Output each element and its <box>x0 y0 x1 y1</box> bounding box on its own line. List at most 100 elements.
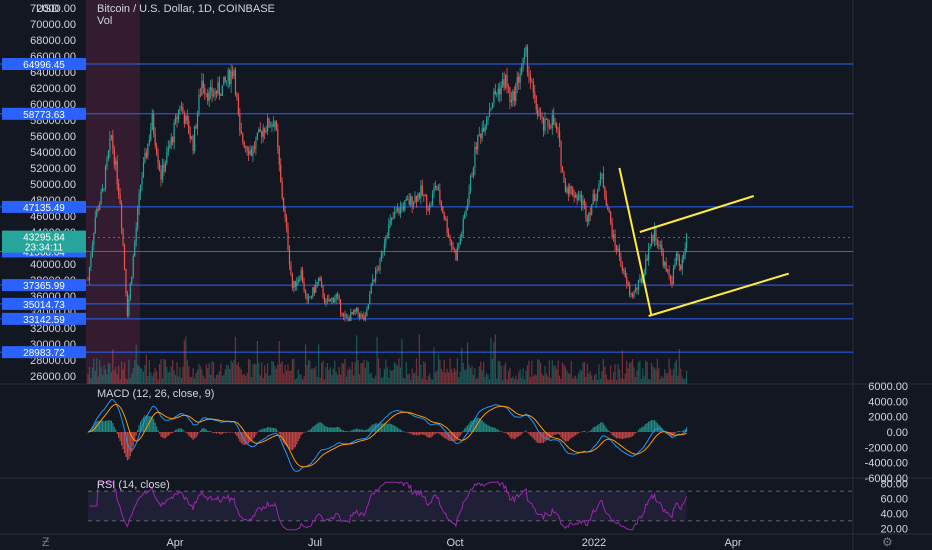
volume-bar <box>415 358 418 384</box>
volume-bar <box>645 360 647 384</box>
macd-histogram-bar <box>337 426 339 432</box>
volume-bar <box>326 363 329 384</box>
volume-bar <box>296 377 298 384</box>
candle-body <box>589 212 591 215</box>
macd-histogram-bar <box>461 432 463 434</box>
macd-histogram-bar <box>668 432 670 436</box>
candle-body <box>567 188 569 194</box>
volume-bar <box>348 367 350 384</box>
volume-bar <box>380 378 383 384</box>
candle-body <box>531 80 533 82</box>
volume-bar <box>404 378 406 384</box>
macd-histogram-bar <box>234 432 237 435</box>
macd-histogram-bar <box>369 427 371 432</box>
candle-body <box>253 146 256 149</box>
volume-bar <box>230 360 232 384</box>
macd-histogram-bar <box>195 432 197 438</box>
macd-histogram-bar <box>138 425 140 432</box>
price-tick-label: 50000.00 <box>30 179 76 191</box>
macd-histogram-bar <box>586 432 588 433</box>
candle-body <box>223 76 225 86</box>
volume-bar <box>319 377 321 384</box>
candle-body <box>569 186 571 194</box>
price-tick-label: 26000.00 <box>30 371 76 383</box>
macd-histogram-bar <box>341 429 343 432</box>
volume-bar <box>126 379 129 384</box>
candle-body <box>452 245 454 250</box>
candle-body <box>500 85 502 95</box>
candle-body <box>191 136 193 139</box>
volume-bar <box>469 368 472 384</box>
candle-body <box>102 188 104 192</box>
volume-bar <box>188 366 190 384</box>
volume-bar <box>112 349 114 384</box>
candle-body <box>639 278 641 280</box>
candle-body <box>614 234 616 246</box>
candle-body <box>563 172 565 182</box>
candle-body <box>523 53 526 58</box>
settings-gear-icon[interactable]: ⚙ <box>882 535 893 549</box>
volume-bar <box>129 378 131 384</box>
candle-body <box>272 124 275 127</box>
volume-bar <box>227 365 229 384</box>
candle-body <box>680 265 682 270</box>
volume-bar <box>591 375 593 384</box>
candle-body <box>391 217 393 221</box>
volume-bar <box>315 366 317 384</box>
bar-countdown-label: 23:34:11 <box>25 243 64 254</box>
volume-bar <box>658 367 660 384</box>
volume-bar <box>259 375 261 384</box>
macd-histogram-bar <box>223 432 225 433</box>
rsi-title: RSI (14, close) <box>97 479 170 491</box>
volume-bar <box>586 363 588 384</box>
volume-bar <box>471 365 473 384</box>
macd-histogram-bar <box>356 428 358 432</box>
macd-histogram-bar <box>655 421 657 432</box>
macd-histogram-bar <box>135 432 137 436</box>
volume-bar <box>369 374 371 384</box>
volume-bar <box>132 368 134 384</box>
macd-histogram-bar <box>534 432 536 440</box>
volume-bar <box>570 360 572 384</box>
candle-body <box>249 149 251 155</box>
candle-body <box>491 102 494 109</box>
volume-bar <box>614 364 616 384</box>
macd-histogram-bar <box>253 432 256 438</box>
volume-bar <box>177 376 180 384</box>
macd-histogram-bar <box>573 432 575 437</box>
candle-body <box>364 315 366 320</box>
volume-bar <box>234 336 237 384</box>
volume-bar <box>277 364 279 384</box>
macd-histogram-bar <box>137 430 139 432</box>
candle-body <box>580 194 583 206</box>
macd-histogram-bar <box>249 432 251 443</box>
volume-bar <box>617 364 619 384</box>
trendline <box>648 272 790 317</box>
macd-histogram-bar <box>250 432 253 442</box>
candle-body <box>217 82 219 94</box>
candle-body <box>436 185 438 191</box>
level-label-box <box>2 58 86 71</box>
candle-body <box>678 255 680 266</box>
macd-histogram-bar <box>192 432 194 440</box>
candle-body <box>211 87 213 97</box>
macd-title: MACD (12, 26, close, 9) <box>97 388 214 400</box>
candle-body <box>329 298 331 302</box>
volume-bar <box>449 358 451 384</box>
candle-body <box>296 282 298 287</box>
zoom-icon[interactable]: Ƶ <box>42 535 49 549</box>
volume-bar <box>504 362 507 384</box>
volume-bar <box>271 360 273 384</box>
volume-bar <box>364 368 366 384</box>
volume-bar <box>652 366 654 384</box>
volume-bar <box>116 374 118 384</box>
macd-histogram-bar <box>537 432 539 443</box>
candle-body <box>582 200 584 206</box>
candle-body <box>185 115 187 125</box>
macd-histogram-bar <box>310 428 312 432</box>
volume-bar <box>337 374 339 384</box>
candle-body <box>351 312 353 315</box>
volume-bar <box>659 378 661 384</box>
macd-histogram-bar <box>183 431 185 433</box>
